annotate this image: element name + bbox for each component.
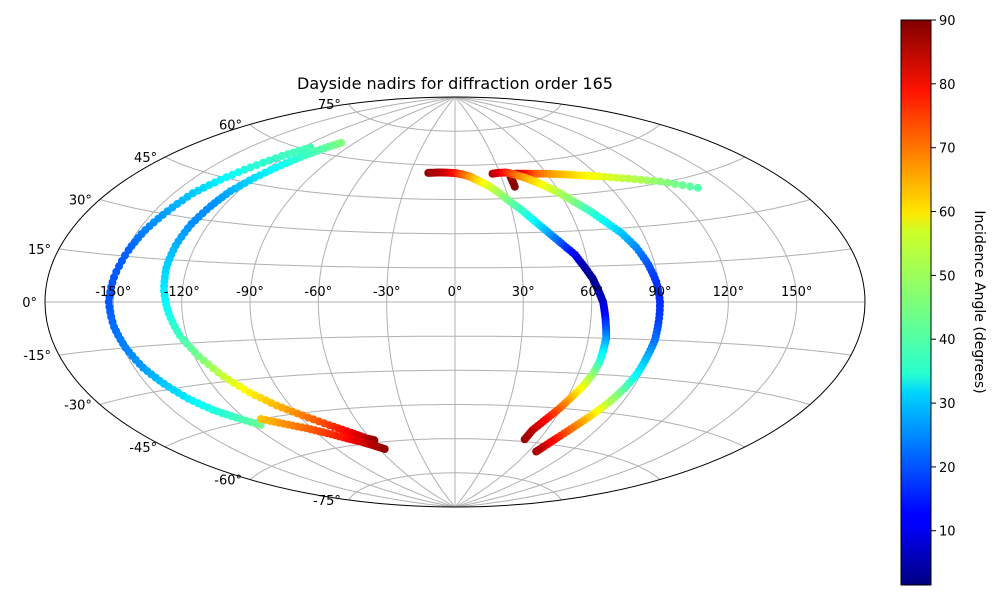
latitude-tick-label: -75° — [313, 494, 341, 509]
colorbar: 10 20 30 40 50 60 70 80 90 Incidence Angle (degr… — [900, 14, 987, 586]
data-point — [271, 154, 280, 163]
longitude-tick-label: 150° — [781, 285, 812, 300]
latitude-tick-label: 75° — [318, 98, 341, 113]
data-point — [649, 176, 658, 185]
data-point — [228, 170, 237, 179]
data-point — [624, 174, 633, 183]
parallel-line — [348, 103, 562, 132]
data-point — [600, 172, 609, 181]
colorbar-tick-label: 10 — [939, 525, 956, 540]
data-point — [671, 180, 680, 188]
data-point — [240, 165, 249, 174]
data-point — [612, 173, 621, 182]
data-point — [663, 178, 672, 187]
data-point — [277, 152, 286, 160]
colorbar-tick-label: 70 — [939, 142, 956, 157]
longitude-tick-label: 60° — [580, 285, 603, 300]
data-point — [606, 173, 615, 182]
data-point — [532, 447, 541, 456]
latitude-tick-label: -30° — [64, 399, 92, 414]
data-point — [630, 175, 639, 184]
latitude-tick-label: 45° — [134, 151, 157, 166]
parallel-line — [99, 199, 811, 235]
colorbar-tick-label: 60 — [939, 206, 956, 221]
longitude-tick-label: 30° — [512, 285, 535, 300]
colorbar-tick-label: 40 — [939, 333, 956, 348]
data-point — [656, 177, 665, 186]
colorbar-tick-label: 80 — [939, 78, 956, 93]
longitude-tick-label: 120° — [713, 285, 744, 300]
parallel-line — [99, 369, 811, 405]
data-point — [618, 174, 627, 183]
chart-title: Dayside nadirs for diffraction order 165 — [297, 74, 613, 93]
latitude-tick-label: 15° — [28, 243, 51, 258]
data-point — [520, 435, 529, 444]
latitude-tick-label: 30° — [69, 194, 92, 209]
data-point — [510, 182, 519, 191]
map-boundary — [44, 96, 866, 508]
latitude-tick-label: 0° — [22, 296, 37, 311]
data-point — [256, 420, 265, 429]
parallel-line — [58, 248, 852, 269]
data-point — [265, 156, 274, 165]
longitude-tick-label: -90° — [236, 285, 264, 300]
latitude-tick-label: -15° — [23, 349, 51, 364]
latitude-tick-label: -45° — [129, 441, 157, 456]
colorbar-tick-label: 90 — [939, 14, 956, 29]
data-point — [246, 163, 255, 172]
longitude-tick-label: -120° — [164, 285, 200, 300]
longitude-tick-label: 90° — [648, 285, 671, 300]
data-point — [636, 175, 645, 184]
data-point — [678, 181, 687, 190]
parallel-line — [348, 472, 562, 501]
parallel-line — [249, 438, 661, 480]
latitude-tick-label: 60° — [219, 119, 242, 134]
longitude-tick-label: -60° — [304, 285, 332, 300]
latitude-tick-label: -60° — [214, 474, 242, 489]
data-point — [643, 176, 652, 185]
colorbar-label: Incidence Angle (degrees) — [971, 210, 987, 393]
colorbar-tick-label: 20 — [939, 461, 956, 476]
longitude-tick-label: 0° — [448, 285, 463, 300]
data-point — [693, 183, 702, 192]
colorbar-ticks: 10 20 30 40 50 60 70 80 90 — [931, 14, 956, 540]
colorbar-rect — [900, 19, 932, 586]
colorbar-tick-label: 30 — [939, 397, 956, 412]
data-point — [252, 161, 261, 170]
longitude-tick-label: -150° — [95, 285, 131, 300]
data-point — [380, 445, 389, 453]
data-point — [686, 182, 695, 191]
data-points — [104, 138, 702, 456]
colorbar-tick-label: 50 — [939, 269, 956, 284]
data-point — [258, 158, 267, 167]
longitude-tick-label: -30° — [373, 285, 401, 300]
tick-labels: -150° -120° -90° -60° -30° 0° 30° 60° 90° 120° 150… — [22, 98, 812, 509]
